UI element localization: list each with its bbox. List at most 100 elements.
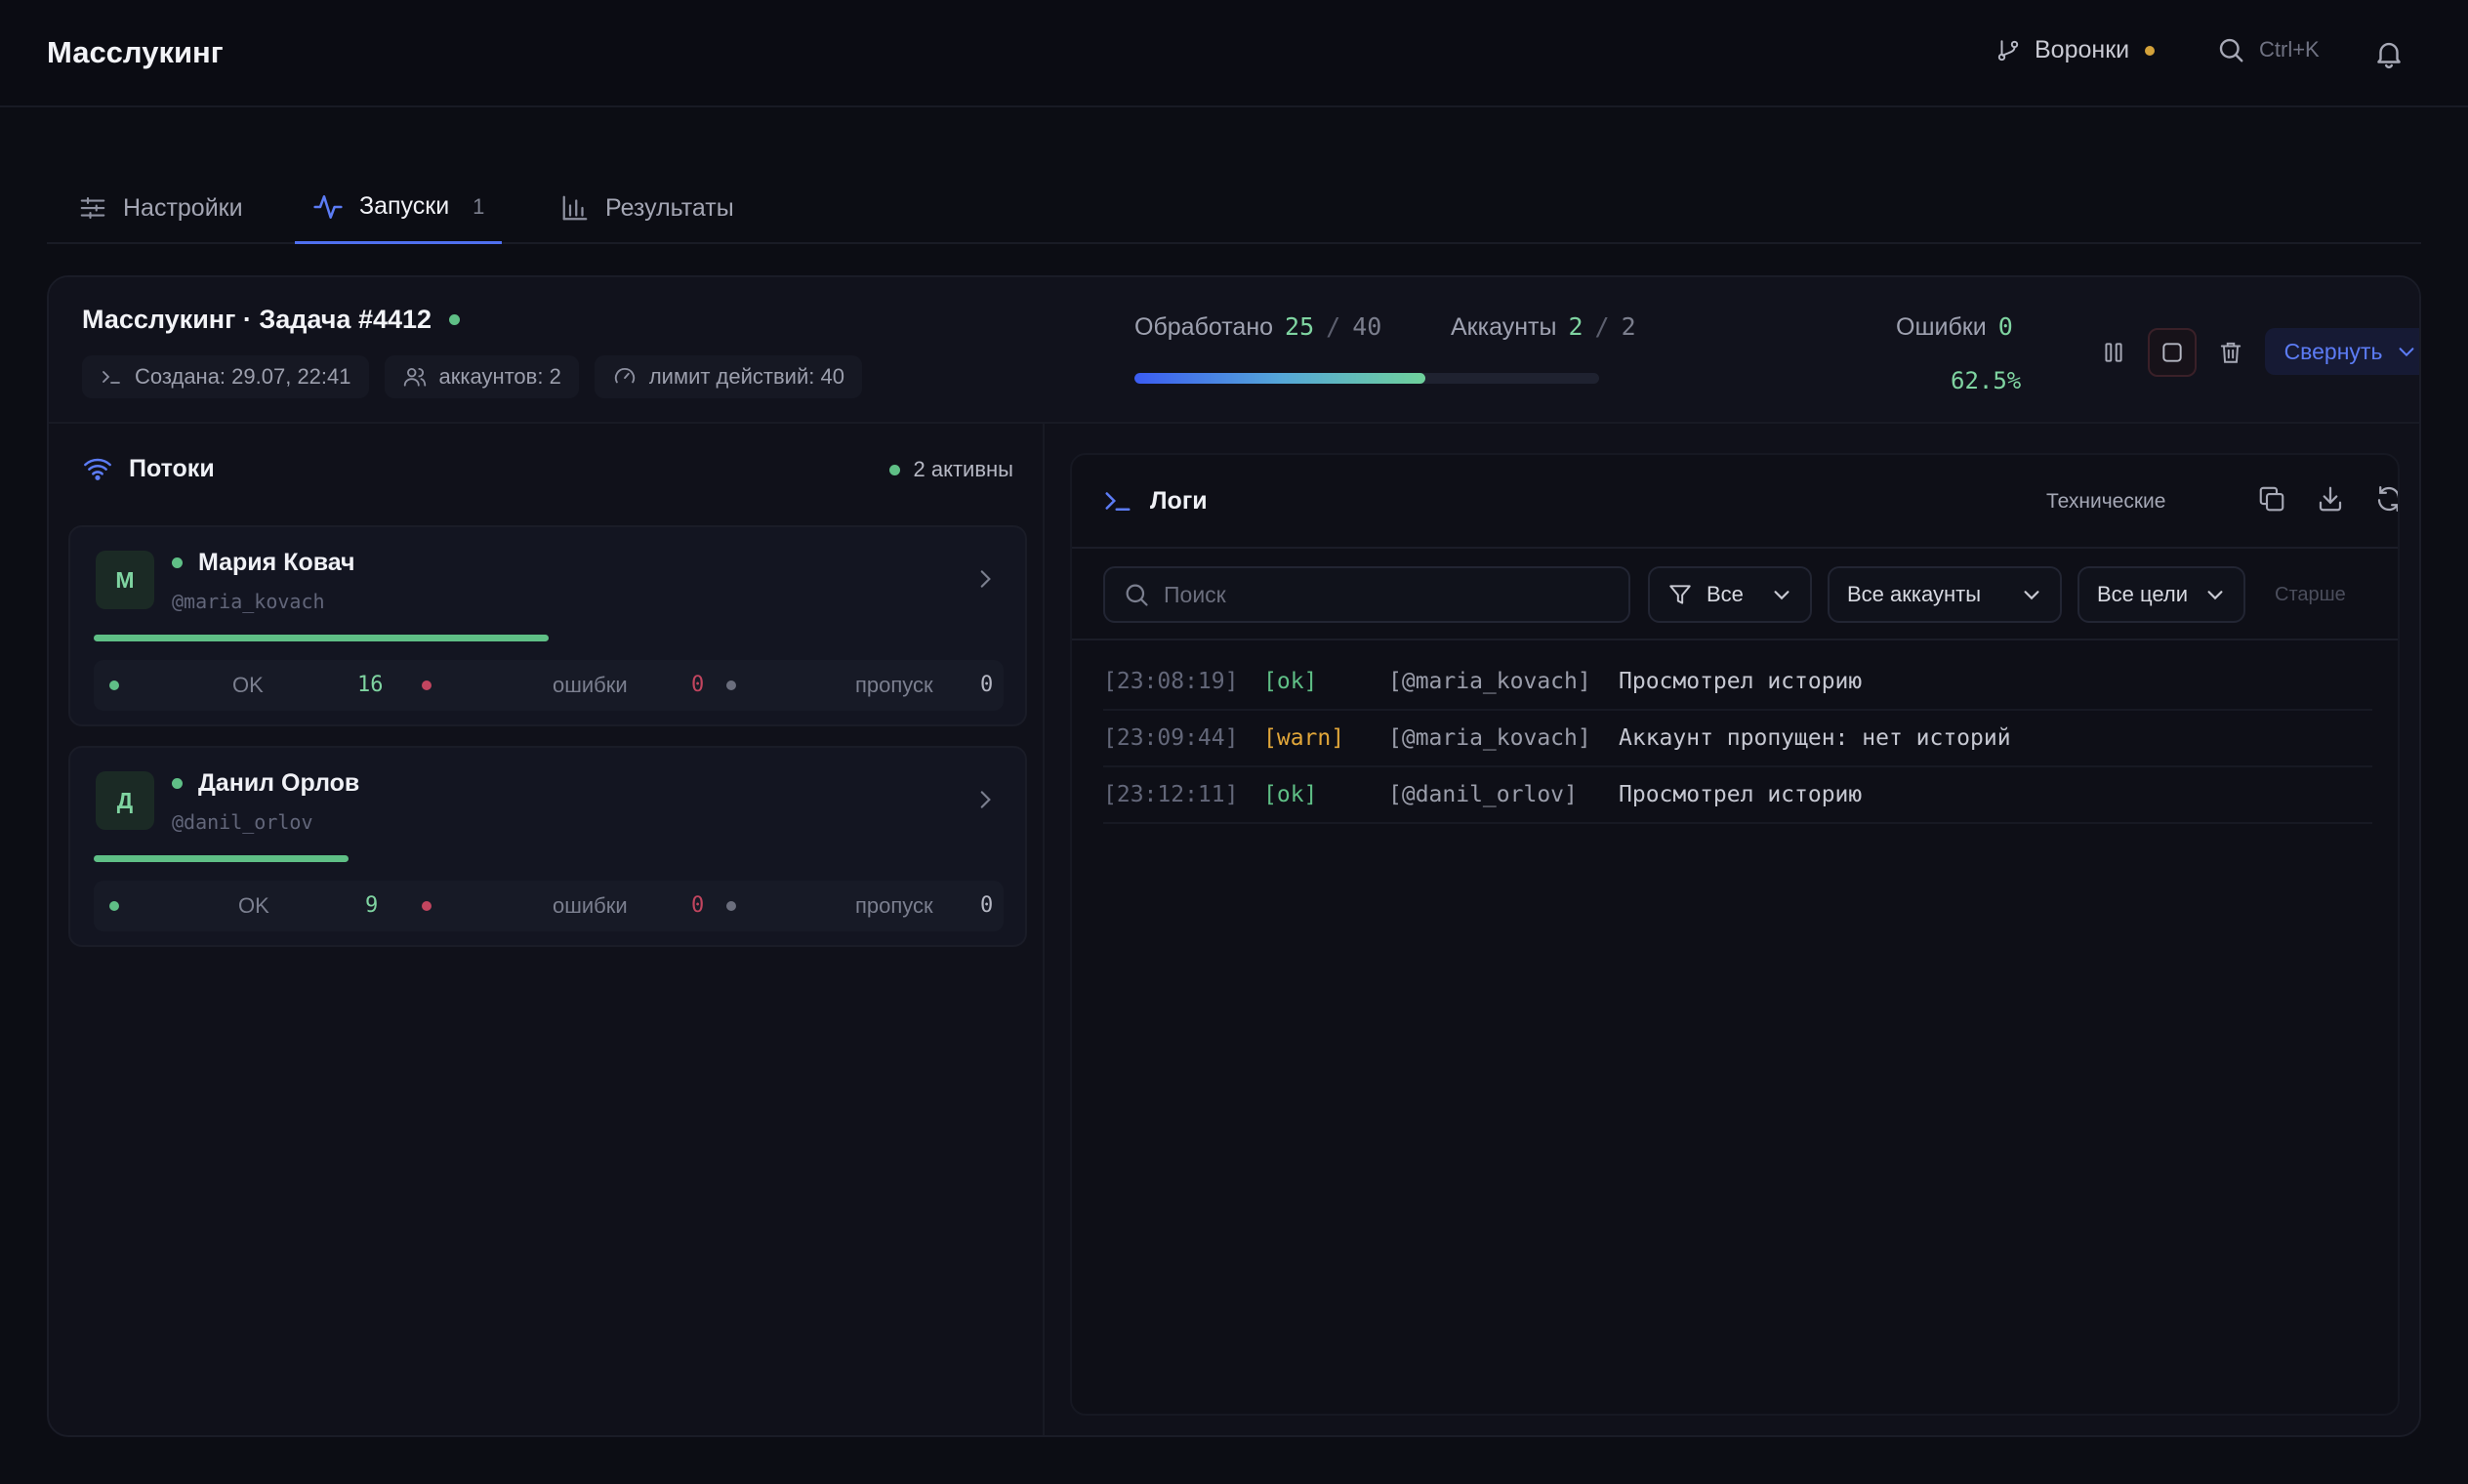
accounts-stat-label: Аккаунты	[1451, 313, 1557, 341]
processed-separator: /	[1326, 312, 1341, 341]
tab-runs[interactable]: Запуски 1	[295, 172, 503, 244]
progress-percent: 62.5%	[1951, 367, 2022, 394]
task-progress-fill	[1134, 373, 1425, 384]
tab-bar: Настройки Запуски 1 Результаты	[47, 172, 2421, 244]
accounts-count-label: аккаунтов: 2	[438, 364, 561, 389]
error-count: 0	[691, 893, 705, 918]
active-status-dot	[888, 464, 900, 475]
thread-card[interactable]: М Мария Ковач @maria_kovach OK 16 ошибки…	[68, 525, 1027, 726]
ok-dot	[109, 680, 119, 690]
tab-runs-count: 1	[473, 193, 485, 219]
tab-runs-label: Запуски	[359, 192, 450, 220]
error-label: ошибки	[553, 673, 628, 697]
tab-settings[interactable]: Настройки	[61, 172, 261, 244]
targets-filter-select[interactable]: Все цели	[2077, 566, 2245, 623]
activity-icon	[312, 191, 344, 223]
thread-handle: @danil_orlov	[172, 810, 313, 834]
task-meta-chips: Создана: 29.07, 22:41 аккаунтов: 2 лимит…	[82, 355, 862, 398]
created-label: Создана: 29.07, 22:41	[135, 364, 351, 389]
log-row: [23:08:19] [ok] [@maria_kovach] Просмотр…	[1103, 654, 2372, 711]
log-time: [23:08:19]	[1103, 669, 1239, 694]
copy-icon[interactable]	[2257, 484, 2286, 514]
limit-chip: лимит действий: 40	[594, 355, 862, 398]
users-icon	[402, 364, 428, 390]
older-button[interactable]: Старше	[2275, 584, 2346, 605]
level-filter-value: Все	[1707, 582, 1744, 606]
log-message: Аккаунт пропущен: нет историй	[1619, 725, 2011, 751]
log-time: [23:12:11]	[1103, 782, 1239, 807]
thread-status-dot	[172, 557, 183, 568]
download-icon[interactable]	[2316, 484, 2345, 514]
logs-filters: Все Все аккаунты Все цели Старше	[1072, 549, 2398, 640]
accounts-chip: аккаунтов: 2	[384, 355, 579, 398]
processed-value: 25	[1285, 312, 1315, 341]
log-account: [@maria_kovach]	[1388, 725, 1591, 751]
log-row: [23:12:11] [ok] [@danil_orlov] Просмотре…	[1103, 767, 2372, 824]
search-icon	[2216, 35, 2245, 64]
app-title: Масслукинг	[47, 35, 224, 69]
log-message: Просмотрел историю	[1619, 782, 1863, 807]
skip-count: 0	[980, 893, 994, 918]
tab-results[interactable]: Результаты	[543, 172, 752, 244]
ok-label: OK	[232, 673, 264, 697]
logs-header: Логи Технические	[1072, 455, 2398, 549]
bar-chart-icon	[560, 193, 590, 223]
processed-label: Обработано	[1134, 313, 1274, 341]
thread-stats: OK 9 ошибки 0 пропуск 0	[94, 881, 1004, 931]
skip-label: пропуск	[855, 673, 933, 697]
ok-label: OK	[238, 893, 269, 918]
logs-title: Логи	[1150, 486, 1208, 515]
trash-icon	[2218, 340, 2243, 365]
thread-progress-bar	[94, 855, 349, 862]
ok-count: 16	[357, 673, 384, 697]
log-level: [warn]	[1263, 725, 1345, 751]
terminal-icon	[100, 365, 123, 389]
error-count: 0	[691, 673, 705, 697]
pause-button[interactable]	[2089, 328, 2138, 377]
threads-active-count: 2 активны	[888, 457, 1013, 482]
processed-total: 40	[1352, 312, 1382, 341]
errors-stat: Ошибки 0	[1896, 312, 2013, 342]
threads-title: Потоки	[129, 454, 215, 482]
log-account: [@maria_kovach]	[1388, 669, 1591, 694]
task-title: Масслукинг · Задача #4412	[82, 305, 432, 334]
log-level: [ok]	[1263, 782, 1318, 807]
global-search-button[interactable]: Ctrl+K	[2216, 35, 2320, 64]
delete-button[interactable]	[2206, 328, 2255, 377]
funnels-label: Воронки	[2035, 36, 2130, 63]
gauge-icon	[612, 364, 638, 390]
skip-label: пропуск	[855, 893, 933, 918]
log-level: [ok]	[1263, 669, 1318, 694]
chevron-down-icon	[2021, 584, 2042, 605]
technical-toggle[interactable]: Технические	[2046, 490, 2166, 513]
stop-button[interactable]	[2148, 328, 2197, 377]
collapse-button[interactable]: Свернуть	[2265, 328, 2419, 375]
task-title-row: Масслукинг · Задача #4412	[82, 305, 461, 335]
thread-name: Данил Орлов	[198, 769, 360, 797]
terminal-icon	[1103, 486, 1132, 515]
accounts-filter-value: Все аккаунты	[1847, 582, 1982, 606]
logs-panel: Логи Технические	[1070, 453, 2400, 1416]
logs-search[interactable]	[1103, 566, 1630, 623]
run-panel: Масслукинг · Задача #4412 Создана: 29.07…	[47, 275, 2421, 1437]
thread-name-row: Мария Ковач	[172, 549, 355, 577]
chevron-down-icon	[2396, 341, 2417, 362]
sliders-icon	[78, 193, 107, 223]
level-filter-select[interactable]: Все	[1648, 566, 1812, 623]
errors-label: Ошибки	[1896, 313, 1987, 341]
thread-card[interactable]: Д Данил Орлов @danil_orlov OK 9 ошибки 0…	[68, 746, 1027, 947]
accounts-separator: /	[1594, 312, 1610, 341]
accounts-filter-select[interactable]: Все аккаунты	[1828, 566, 2062, 623]
refresh-icon[interactable]	[2374, 484, 2398, 514]
logs-search-input[interactable]	[1164, 581, 1613, 608]
thread-handle: @maria_kovach	[172, 590, 325, 613]
bell-icon[interactable]	[2372, 37, 2406, 70]
avatar: Д	[96, 771, 154, 830]
funnels-status-dot	[2145, 45, 2156, 56]
error-dot	[422, 901, 432, 911]
funnels-button[interactable]: Воронки	[1995, 36, 2156, 64]
accounts-stat-total: 2	[1621, 312, 1636, 341]
chevron-right-icon[interactable]	[972, 566, 998, 592]
error-dot	[422, 680, 432, 690]
chevron-right-icon[interactable]	[972, 787, 998, 812]
